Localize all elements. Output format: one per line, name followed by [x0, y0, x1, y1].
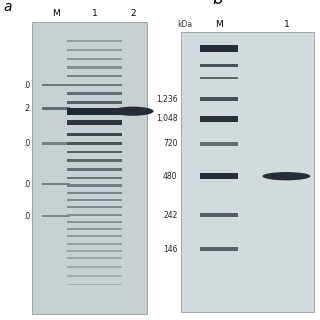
Bar — [67, 236, 122, 237]
Text: b: b — [212, 0, 223, 8]
Text: .0: .0 — [23, 212, 30, 220]
Ellipse shape — [262, 172, 310, 180]
Text: .0: .0 — [23, 81, 30, 90]
Bar — [67, 243, 122, 245]
Bar — [67, 150, 122, 153]
Bar — [67, 84, 122, 86]
Bar — [181, 32, 314, 312]
Text: M: M — [215, 20, 223, 29]
Text: .2: .2 — [23, 104, 30, 113]
Bar — [67, 221, 122, 223]
Text: 242: 242 — [163, 211, 178, 220]
Bar — [67, 184, 122, 187]
Bar — [200, 97, 238, 101]
Bar — [67, 177, 122, 179]
Text: 2: 2 — [130, 9, 136, 18]
Bar — [42, 142, 70, 145]
Bar — [42, 84, 70, 86]
Bar — [67, 101, 122, 104]
Bar — [67, 67, 122, 69]
Text: .0: .0 — [23, 180, 30, 188]
Text: 1,236: 1,236 — [156, 95, 178, 104]
Bar — [67, 49, 122, 51]
Bar — [200, 45, 238, 52]
Bar — [67, 108, 122, 115]
Bar — [67, 192, 122, 194]
Bar — [67, 266, 122, 268]
Text: 1: 1 — [92, 9, 97, 18]
Bar — [32, 22, 147, 314]
Bar — [67, 168, 122, 171]
Bar — [67, 58, 122, 60]
Bar — [67, 258, 122, 259]
Bar — [200, 142, 238, 146]
Bar — [67, 142, 122, 145]
Bar — [67, 199, 122, 201]
Bar — [67, 40, 122, 42]
Bar — [42, 107, 70, 109]
Text: 720: 720 — [163, 140, 178, 148]
Text: 146: 146 — [163, 244, 178, 253]
Bar — [200, 64, 238, 67]
Bar — [200, 77, 238, 79]
Bar — [67, 275, 122, 276]
Bar — [67, 284, 122, 285]
Text: a: a — [3, 0, 12, 14]
Bar — [200, 247, 238, 251]
Bar — [67, 206, 122, 208]
Ellipse shape — [112, 107, 154, 116]
Text: M: M — [52, 9, 60, 18]
Bar — [67, 75, 122, 77]
Text: kDa: kDa — [178, 20, 193, 29]
Text: 1: 1 — [284, 20, 289, 29]
Text: .0: .0 — [23, 139, 30, 148]
Bar — [67, 92, 122, 95]
Bar — [67, 228, 122, 230]
Bar — [67, 159, 122, 162]
Bar — [42, 183, 70, 185]
Bar — [42, 215, 70, 217]
Bar — [200, 173, 238, 179]
Bar — [200, 116, 238, 122]
Text: 480: 480 — [163, 172, 178, 181]
Bar — [67, 214, 122, 216]
Bar — [67, 120, 122, 125]
Bar — [67, 132, 122, 136]
Bar — [200, 213, 238, 217]
Bar — [67, 250, 122, 252]
Text: 1,048: 1,048 — [156, 114, 178, 123]
